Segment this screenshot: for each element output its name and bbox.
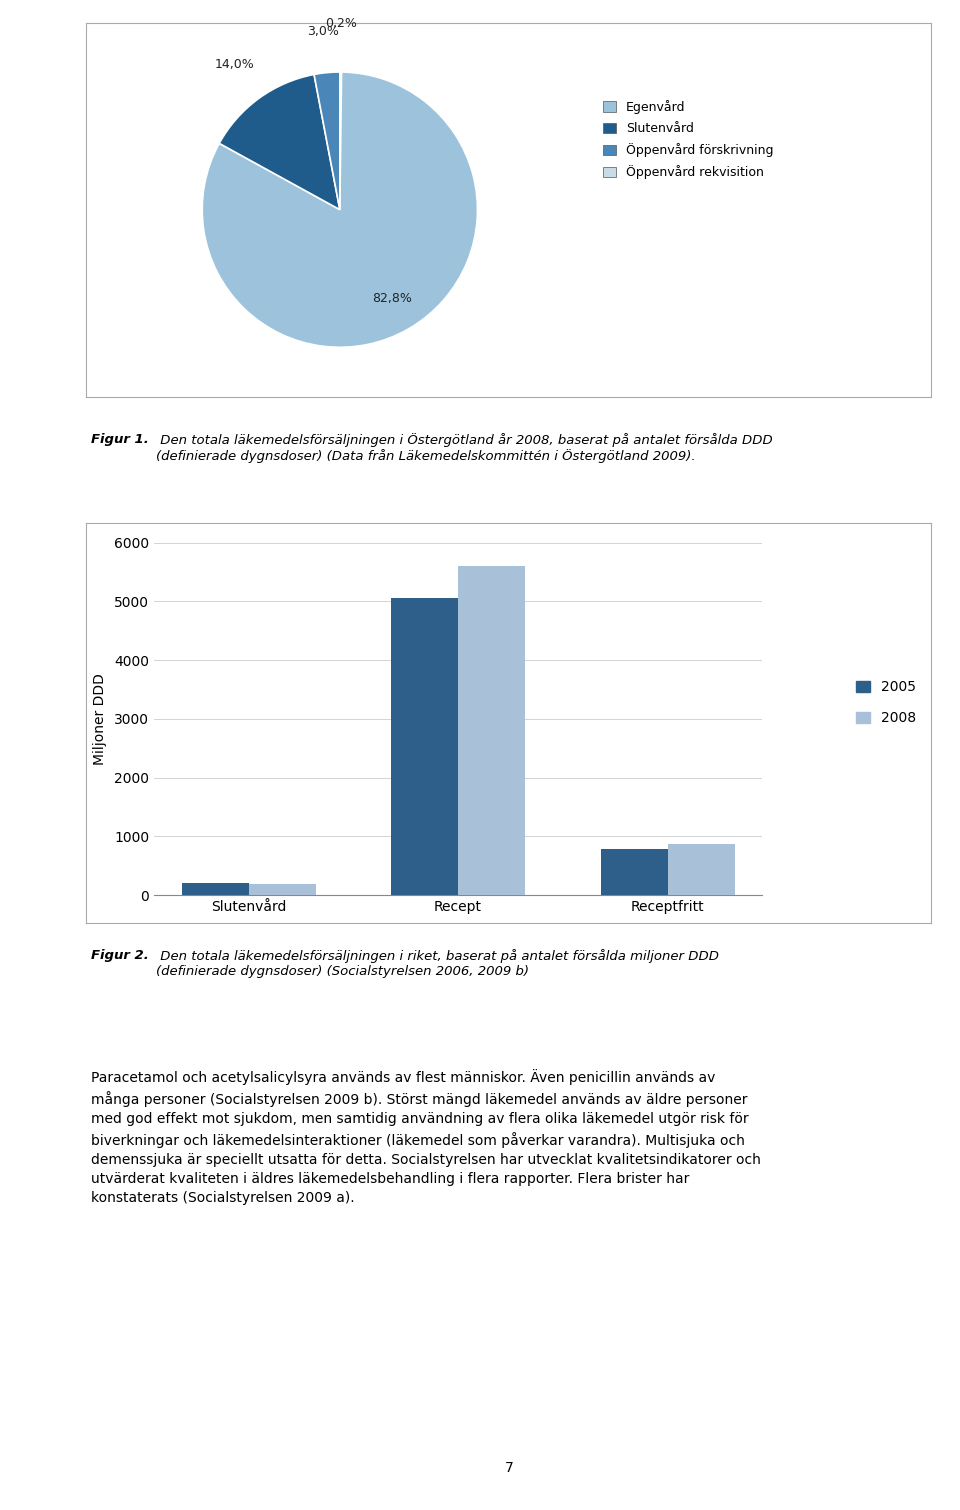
Text: Den totala läkemedelsförsäljningen i riket, baserat på antalet försålda miljoner: Den totala läkemedelsförsäljningen i rik… <box>156 950 719 978</box>
Text: Figur 1.: Figur 1. <box>90 433 149 445</box>
Text: 7: 7 <box>504 1462 514 1475</box>
Text: Den totala läkemedelsförsäljningen i Östergötland år 2008, baserat på antalet fö: Den totala läkemedelsförsäljningen i Öst… <box>156 433 773 464</box>
Text: Paracetamol och acetylsalicylsyra används av flest människor. Även penicillin an: Paracetamol och acetylsalicylsyra använd… <box>90 1069 760 1205</box>
Text: Figur 2.: Figur 2. <box>90 950 149 962</box>
Legend: 2005, 2008: 2005, 2008 <box>852 676 920 729</box>
Legend: Egenvård, Slutenvård, Öppenvård förskrivning, Öppenvård rekvisition: Egenvård, Slutenvård, Öppenvård förskriv… <box>600 97 777 183</box>
